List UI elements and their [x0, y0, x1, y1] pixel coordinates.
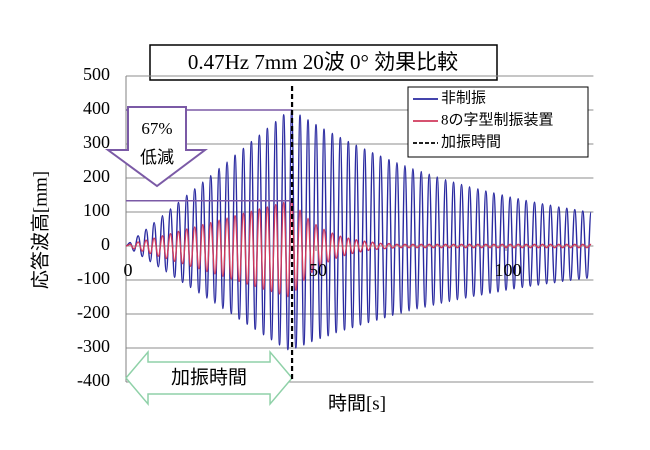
y-tick-label: -300 [77, 336, 110, 356]
span-label: 加振時間 [171, 366, 247, 388]
series-line [125, 199, 592, 298]
legend-label: 非制振 [441, 89, 486, 106]
reduction-label: 低減 [140, 148, 174, 167]
reduction-label: 67% [141, 119, 172, 138]
y-tick-label: 200 [83, 166, 110, 186]
series-line [125, 109, 592, 351]
title-box [149, 44, 498, 81]
legend-label: 8の字型制振装置 [441, 111, 554, 128]
y-tick-label: 300 [83, 132, 110, 152]
y-tick-label: 100 [83, 200, 110, 220]
x-axis-title: 時間[s] [328, 392, 386, 414]
y-axis-title: 応答波高[mm] [29, 171, 51, 289]
y-tick-label: 400 [83, 98, 110, 118]
y-tick-label: 0 [101, 234, 110, 254]
y-tick-label: 500 [83, 64, 110, 84]
y-tick-label: -200 [77, 302, 110, 322]
x-tick-label: 0 [124, 260, 133, 280]
y-tick-label: -100 [77, 268, 110, 288]
chart-title: 0.47Hz 7mm 20波 0° 効果比較 [188, 50, 458, 74]
reduction-arrow [104, 106, 208, 188]
x-tick-label: 100 [495, 260, 522, 280]
x-tick-label: 50 [309, 260, 327, 280]
y-tick-label: -400 [77, 370, 110, 390]
legend-label: 加振時間 [441, 133, 501, 150]
